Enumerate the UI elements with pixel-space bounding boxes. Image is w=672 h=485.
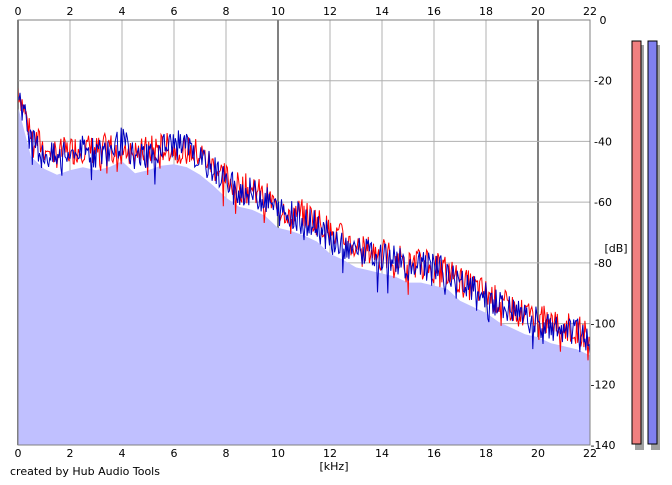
plot-frame	[17, 19, 591, 446]
x-tick-label-bottom: 2	[67, 447, 74, 460]
x-tick-labels-bottom: 0 2 4 6 8 10 12 14 16 18 20 22	[15, 447, 598, 460]
series-line-1	[17, 92, 591, 354]
y-tick-label: -140	[591, 439, 616, 452]
y-tick-label: -100	[591, 318, 616, 331]
x-tick-label-top: 2	[67, 5, 74, 18]
credit-text: created by Hub Audio Tools	[10, 465, 160, 478]
spectrum-lines	[17, 87, 591, 361]
right-level-meter	[647, 40, 658, 445]
y-tick-label: -60	[594, 196, 612, 209]
y-axis-label: [dB]	[604, 242, 627, 255]
x-tick-label-bottom: 12	[323, 447, 337, 460]
x-tick-label-top: 18	[479, 5, 493, 18]
series-line-0	[17, 87, 591, 361]
x-tick-label-bottom: 16	[427, 447, 441, 460]
x-tick-label-bottom: 20	[531, 447, 545, 460]
x-axis-label: [kHz]	[320, 460, 349, 473]
x-tick-label-top: 0	[15, 5, 22, 18]
x-tick-label-bottom: 6	[171, 447, 178, 460]
x-tick-label-top: 6	[171, 5, 178, 18]
x-tick-label-bottom: 8	[223, 447, 230, 460]
y-tick-label: -120	[591, 378, 616, 391]
spectrum-fill	[18, 106, 590, 445]
x-tick-label-bottom: 18	[479, 447, 493, 460]
x-tick-label-top: 14	[375, 5, 389, 18]
x-tick-label-top: 10	[271, 5, 285, 18]
x-tick-label-bottom: 10	[271, 447, 285, 460]
x-tick-label-top: 8	[223, 5, 230, 18]
x-tick-labels-top: 0 2 4 6 8 10 12 14 16 18 20 22	[15, 5, 598, 18]
x-tick-label-top: 4	[119, 5, 126, 18]
x-tick-label-bottom: 0	[15, 447, 22, 460]
level-meters	[631, 40, 660, 450]
x-tick-label-bottom: 4	[119, 447, 126, 460]
x-tick-label-top: 20	[531, 5, 545, 18]
x-tick-label-bottom: 14	[375, 447, 389, 460]
left-level-meter	[631, 40, 642, 445]
x-tick-label-top: 16	[427, 5, 441, 18]
y-tick-label: -20	[594, 75, 612, 88]
x-tick-label-top: 22	[583, 5, 597, 18]
y-tick-labels: 0 -20 -40 -60 -80 -100 -120 -140	[591, 14, 616, 452]
y-tick-label: 0	[600, 14, 607, 27]
y-tick-label: -80	[594, 257, 612, 270]
x-tick-label-bottom: 22	[583, 447, 597, 460]
y-tick-label: -40	[594, 135, 612, 148]
spectrum-area	[18, 106, 590, 445]
x-tick-label-top: 12	[323, 5, 337, 18]
